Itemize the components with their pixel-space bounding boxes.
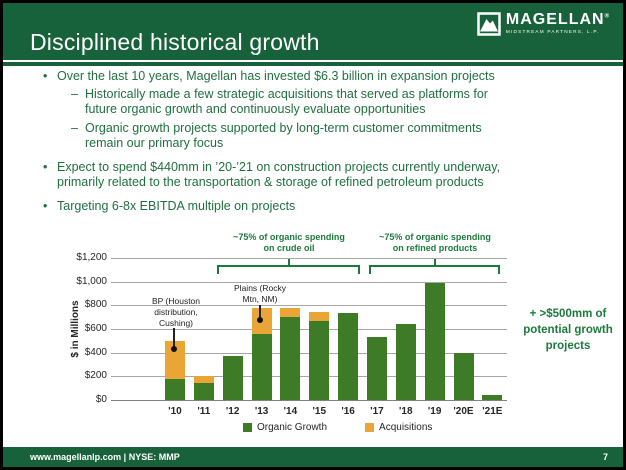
legend-item-acquisitions: Acquisitions	[365, 422, 432, 433]
x-axis-tick-label: '12	[225, 406, 240, 417]
bar-acquisitions-11	[193, 375, 214, 383]
bar-acquisitions-15	[309, 311, 330, 322]
x-axis-tick-label: '16	[341, 406, 355, 417]
callout-plains-pointer-line	[259, 305, 261, 318]
bracket-refined-years	[369, 259, 500, 274]
x-axis-tick-label: '15	[312, 406, 327, 417]
registered-mark: ®	[604, 13, 610, 20]
logo-name: MAGELLAN®	[505, 11, 610, 28]
x-axis-tick-label: '21E	[482, 406, 503, 417]
gridline-200	[111, 376, 507, 378]
legend-label-organic-growth: Organic Growth	[257, 422, 328, 433]
callout-bp-pointer-line	[173, 328, 175, 347]
y-axis-tick-label: $1,200	[76, 252, 107, 263]
page-number: 7	[602, 452, 608, 462]
x-axis-tick-label: '19	[427, 406, 442, 417]
bar-organic-12	[222, 356, 243, 400]
legend-swatch-organic-growth	[243, 423, 252, 432]
legend-label-acquisitions: Acquisitions	[379, 422, 433, 433]
y-axis-tick-label: $400	[84, 346, 107, 358]
bar-organic-13	[251, 333, 272, 400]
sub-bullet-acquisitions: – Historically made a few strategic acqu…	[71, 87, 488, 116]
footer-url-ticker: www.magellanlp.com | NYSE: MMP	[30, 452, 180, 462]
bar-organic-19	[424, 283, 445, 400]
x-axis-tick-label: '10	[168, 406, 182, 417]
sub-bullet-organic-focus: – Organic growth projects supported by l…	[71, 121, 482, 150]
logo-subtitle: MIDSTREAM PARTNERS, L.P.	[505, 29, 600, 34]
gridline-800	[111, 305, 507, 307]
y-axis-tick-label: $1,000	[76, 275, 107, 287]
gridline-1200	[111, 258, 507, 259]
y-axis-tick-label: $600	[84, 323, 107, 334]
bar-acquisitions-13	[251, 307, 272, 334]
slide-footer: www.magellanlp.com | NYSE: MMP 7	[3, 447, 623, 467]
gridline-600	[111, 329, 507, 330]
page-title: Disciplined historical growth	[30, 29, 320, 55]
x-axis-tick-label: '18	[399, 406, 413, 417]
callout-plains-acquisition: Plains (Rocky Mtn, NM)	[234, 283, 286, 305]
chart-legend: Organic Growth Acquisitions	[243, 422, 432, 433]
callout-plains-dot	[257, 317, 263, 323]
bracket-crude-years	[217, 259, 360, 274]
gridline-0	[111, 400, 507, 401]
annotation-crude-spending: ~75% of organic spending on crude oil	[233, 232, 345, 254]
y-axis-tick-label: $200	[84, 370, 107, 382]
header-divider	[3, 60, 623, 66]
bar-organic-15	[309, 321, 330, 400]
bar-acquisitions-14	[280, 308, 301, 318]
bar-organic-16	[338, 313, 359, 400]
bar-organic-21E	[482, 395, 503, 400]
slide-header: Disciplined historical growth MAGELLAN® …	[3, 3, 623, 60]
x-axis-tick-label: '14	[283, 406, 298, 417]
mountain-logo-icon	[477, 12, 501, 36]
bullet-ebitda-target: • Targeting 6-8x EBITDA multiple on proj…	[43, 199, 296, 213]
y-axis-tick-label: $0	[95, 394, 107, 405]
gridline-400	[111, 352, 507, 354]
bullet-spend-forecast: • Expect to spend $440mm in ’20-’21 on c…	[43, 160, 501, 189]
bar-acquisitions-10	[165, 340, 185, 379]
callout-bp-acquisition: BP (Houston distribution, Cushing)	[151, 296, 201, 329]
bullet-investment: • Over the last 10 years, Magellan has i…	[43, 69, 495, 83]
gridline-1000	[111, 281, 507, 283]
y-axis-title: $ in Millions	[69, 300, 81, 358]
magellan-logo: MAGELLAN® MIDSTREAM PARTNERS, L.P.	[477, 12, 610, 36]
x-axis-tick-label: '11	[197, 406, 211, 417]
bar-organic-17	[367, 336, 387, 400]
callout-bp-dot	[171, 346, 177, 352]
x-axis-tick-label: '20E	[453, 406, 474, 417]
bar-organic-18	[395, 324, 416, 400]
bullet-list: • Over the last 10 years, Magellan has i…	[3, 69, 623, 217]
y-axis-tick-label: $800	[84, 299, 107, 311]
x-axis-tick-label: '13	[254, 406, 269, 417]
legend-swatch-acquisitions	[365, 423, 375, 432]
x-axis-tick-label: '17	[370, 406, 384, 417]
legend-item-organic-growth: Organic Growth	[243, 422, 327, 433]
bar-organic-14	[280, 317, 301, 400]
annotation-refined-spending: ~75% of organic spending on refined prod…	[379, 232, 491, 254]
bar-organic-11	[193, 382, 214, 400]
annotation-potential-growth: + >$500mm of potential growth projects	[523, 308, 613, 353]
bar-organic-20E	[453, 353, 474, 400]
bar-organic-10	[165, 378, 185, 400]
